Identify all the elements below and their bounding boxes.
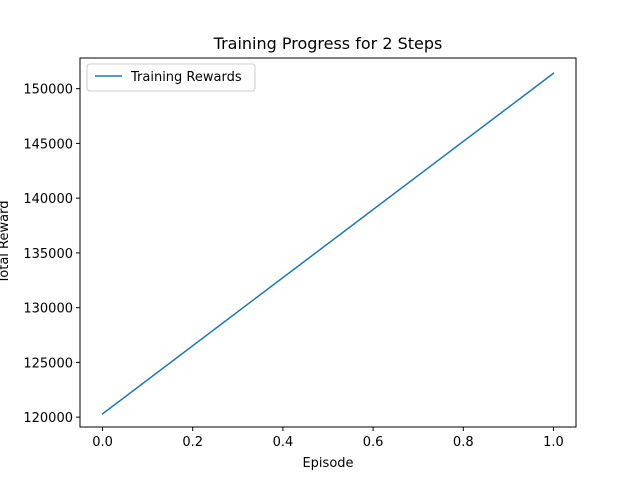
y-tick-label: 150000 [23,83,73,98]
y-tick-label: 140000 [23,192,73,207]
x-axis-title: Episode [302,456,353,471]
x-tick-label: 0.2 [182,435,203,450]
y-tick-label: 120000 [23,411,73,426]
y-tick-label: 145000 [23,137,73,152]
x-tick-label: 0.8 [453,435,474,450]
series-line-training-rewards [101,72,555,415]
x-tick-label: 0.4 [273,435,294,450]
chart-title: Training Progress for 2 Steps [213,34,443,53]
x-tick-label: 0.6 [363,435,384,450]
y-axis-ticks: 120000 125000 130000 135000 140000 145000 1500… [23,83,80,426]
x-axis-ticks: 0.0 0.2 0.4 0.6 0.8 1.0 [92,427,564,450]
plot-frame [79,57,577,428]
y-tick-label: 135000 [23,247,73,262]
legend-box [86,63,256,92]
legend: Training Rewards [86,63,256,92]
x-tick-label: 0.0 [92,435,113,450]
y-tick-label: 130000 [23,302,73,317]
y-axis-title: Total Reward [0,201,12,285]
y-tick-label: 125000 [23,356,73,371]
x-tick-label: 1.0 [543,435,564,450]
legend-label-training-rewards: Training Rewards [130,70,242,85]
series-layer [101,72,555,415]
